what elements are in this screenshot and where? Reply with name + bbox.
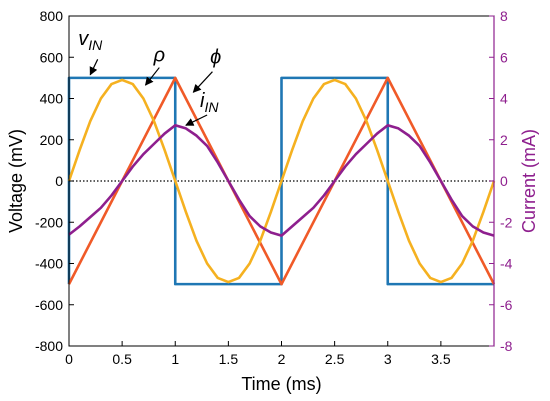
series-line-iin	[68, 124, 495, 237]
annotation-main: ϕ	[210, 46, 221, 68]
x-tick-label: 3	[384, 351, 392, 367]
annotation-sub: IN	[204, 99, 219, 115]
right-tick-label: 4	[500, 91, 508, 107]
annotation-label-iin: iIN	[200, 90, 219, 115]
x-axis-label: Time (ms)	[241, 374, 321, 394]
left-tick-label: 600	[40, 49, 64, 65]
left-tick-label: -200	[35, 214, 63, 230]
right-tick-label: -2	[500, 214, 513, 230]
annotation-arrow-iin	[185, 114, 208, 126]
right-tick-label: 0	[500, 173, 508, 189]
annotation-main: i	[200, 90, 205, 112]
left-axis: -800 -600 -400 -200 0 200 400 600 800	[35, 8, 74, 354]
y-axis-label-left: Voltage (mV)	[6, 129, 26, 233]
annotation-arrow-phi	[192, 71, 213, 93]
annotation-main: ρ	[153, 44, 165, 66]
x-tick-label: 1	[171, 351, 179, 367]
x-tick-label: 2	[278, 351, 286, 367]
right-tick-label: 8	[500, 8, 508, 24]
left-tick-label: 0	[55, 173, 63, 189]
left-tick-label: -400	[35, 256, 63, 272]
annotation-arrow-rho	[144, 67, 160, 86]
annotation-label-vin: vIN	[78, 28, 103, 53]
y-axis-label-right: Current (mA)	[519, 129, 539, 233]
left-tick-label: 400	[40, 91, 64, 107]
x-tick-label: 1.5	[219, 351, 239, 367]
left-tick-label: 200	[40, 132, 64, 148]
right-axis: -8 -6 -4 -2 0 2 4 6 8	[489, 8, 513, 354]
annotation-sub: IN	[88, 37, 103, 53]
annotation-label-phi: ϕ	[210, 46, 221, 68]
left-tick-label: -600	[35, 297, 63, 313]
right-tick-label: 6	[500, 49, 508, 65]
x-tick-label: 3.5	[431, 351, 451, 367]
series-line-rho	[67, 76, 496, 286]
x-tick-label: 0	[65, 351, 73, 367]
bottom-axis: 0 0.5 1 1.5 2 2.5 3 3.5	[65, 341, 451, 367]
right-tick-label: 2	[500, 132, 508, 148]
series-line-phi	[67, 78, 496, 284]
left-tick-label: 800	[40, 8, 64, 24]
plot-series	[67, 76, 496, 286]
annotation-main: v	[78, 28, 89, 50]
annotation-arrow-vin	[89, 59, 99, 76]
left-tick-label: -800	[35, 338, 63, 354]
right-tick-label: -4	[500, 256, 513, 272]
x-tick-label: 2.5	[325, 351, 345, 367]
x-tick-label: 0.5	[112, 351, 132, 367]
annotation-label-rho: ρ	[153, 44, 165, 66]
right-tick-label: -8	[500, 338, 513, 354]
right-tick-label: -6	[500, 297, 513, 313]
